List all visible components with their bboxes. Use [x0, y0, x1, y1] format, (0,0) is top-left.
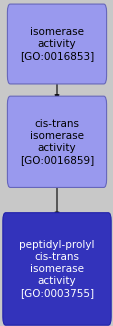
Text: isomerase
activity
[GO:0016853]: isomerase activity [GO:0016853] — [20, 27, 93, 61]
Text: peptidyl-prolyl
cis-trans
isomerase
activity
[GO:0003755]: peptidyl-prolyl cis-trans isomerase acti… — [19, 240, 94, 298]
FancyBboxPatch shape — [7, 4, 106, 84]
FancyBboxPatch shape — [3, 213, 110, 325]
Text: cis-trans
isomerase
activity
[GO:0016859]: cis-trans isomerase activity [GO:0016859… — [20, 119, 93, 165]
FancyBboxPatch shape — [7, 96, 106, 187]
